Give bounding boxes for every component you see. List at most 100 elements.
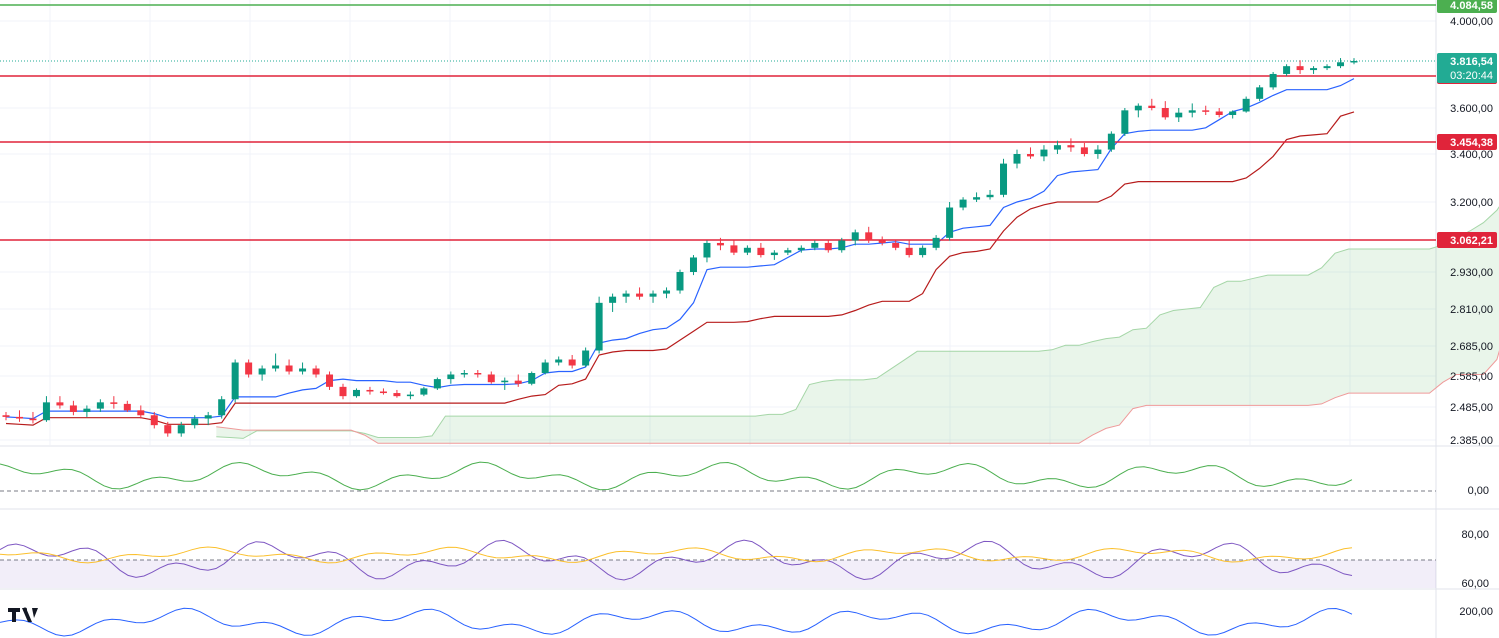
candle: [905, 240, 913, 258]
rsi-line: [0, 539, 1353, 581]
candle-body: [716, 242, 724, 246]
candle: [1283, 64, 1291, 76]
last-price-tag-bg: [1437, 53, 1497, 83]
candle: [1067, 138, 1075, 152]
candle-body: [15, 416, 23, 419]
price-axis-tick: 3.400,00: [1450, 149, 1493, 161]
conversion-line: [5, 78, 1355, 420]
candle: [191, 415, 199, 429]
candle-body: [1067, 145, 1075, 148]
candle-body: [164, 425, 172, 434]
candle: [528, 371, 536, 386]
candle-body: [892, 242, 900, 248]
candle-body: [784, 250, 792, 253]
candle: [123, 400, 131, 412]
candle: [231, 359, 239, 403]
price-axis-tick: 3.600,00: [1450, 103, 1493, 115]
candle-body: [379, 391, 387, 394]
cloud-area: [216, 207, 1499, 444]
candle-body: [393, 393, 401, 397]
tradingview-logo[interactable]: [8, 606, 42, 624]
candle: [636, 287, 644, 300]
candle-body: [770, 252, 778, 256]
candle-body: [1202, 110, 1210, 112]
candle: [420, 386, 428, 397]
candle: [609, 293, 617, 312]
candle: [312, 365, 320, 378]
momentum-line: [0, 461, 1353, 491]
candle: [204, 411, 212, 426]
candle-body: [1215, 111, 1223, 116]
candle: [676, 269, 684, 294]
candle-body: [312, 368, 320, 375]
candle: [137, 405, 145, 419]
cloud-leading-span-a: [216, 206, 1499, 439]
candle-body: [218, 399, 226, 416]
candle-body: [932, 237, 940, 248]
candle-body: [919, 247, 927, 256]
candle-body: [1000, 163, 1008, 195]
price-axis-tick: 2.485,00: [1450, 402, 1493, 414]
candle: [339, 383, 347, 400]
candle-body: [528, 373, 536, 384]
candle: [1080, 142, 1088, 157]
candle-body: [1242, 98, 1250, 112]
level-tag: 4.084,58: [1437, 0, 1497, 13]
price-axis-tick: 2.385,00: [1450, 435, 1493, 447]
candle: [110, 396, 118, 409]
candle: [299, 362, 307, 375]
candle-body: [555, 359, 563, 363]
candle-body: [986, 194, 994, 198]
candle-body: [1337, 62, 1345, 67]
oscillator-panels: 0,00 80,00 60,00 200,00: [0, 461, 1493, 637]
candle: [1094, 145, 1102, 159]
candle-body: [568, 359, 576, 366]
candle: [797, 245, 805, 253]
candle-body: [231, 362, 239, 400]
candle: [878, 236, 886, 246]
candle-body: [1121, 110, 1129, 134]
candle: [1013, 149, 1021, 169]
level-tag-bg: [1437, 134, 1497, 150]
candle: [959, 197, 967, 211]
candle: [433, 377, 441, 390]
candle: [703, 240, 711, 263]
candle: [164, 421, 172, 437]
candle-body: [460, 373, 468, 375]
candle: [514, 374, 522, 387]
candle: [285, 359, 293, 375]
candle: [150, 411, 158, 429]
candle: [1202, 105, 1210, 116]
candle-body: [1323, 66, 1331, 69]
candle-body: [609, 296, 617, 303]
cloud-leading-span-b: [216, 350, 1499, 444]
moving-average-lines: [5, 78, 1355, 426]
candle-body: [905, 247, 913, 256]
candle-body: [69, 405, 77, 412]
candle-body: [622, 293, 630, 297]
candle-body: [649, 293, 657, 297]
candle-body: [285, 365, 293, 372]
candle: [689, 255, 697, 276]
candle: [892, 240, 900, 251]
candle: [770, 250, 778, 260]
candle-body: [352, 389, 360, 397]
candle-body: [1175, 112, 1183, 118]
level-tag-label: 3.062,21: [1450, 235, 1493, 247]
candle: [1107, 131, 1115, 152]
candle: [865, 226, 873, 243]
candle: [595, 296, 603, 354]
candle: [366, 386, 374, 395]
price-axis-tick: 2.585,00: [1450, 371, 1493, 383]
last-price-tag-countdown: 03:20:44: [1450, 70, 1493, 82]
candle-body: [258, 368, 266, 375]
candle-body: [1256, 87, 1264, 99]
candle-body: [689, 257, 697, 272]
candle-body: [824, 242, 832, 251]
candle: [83, 405, 91, 417]
candle: [177, 421, 185, 437]
candle: [258, 365, 266, 381]
price-axis-tick: 2.810,00: [1450, 304, 1493, 316]
candle: [1188, 103, 1196, 118]
